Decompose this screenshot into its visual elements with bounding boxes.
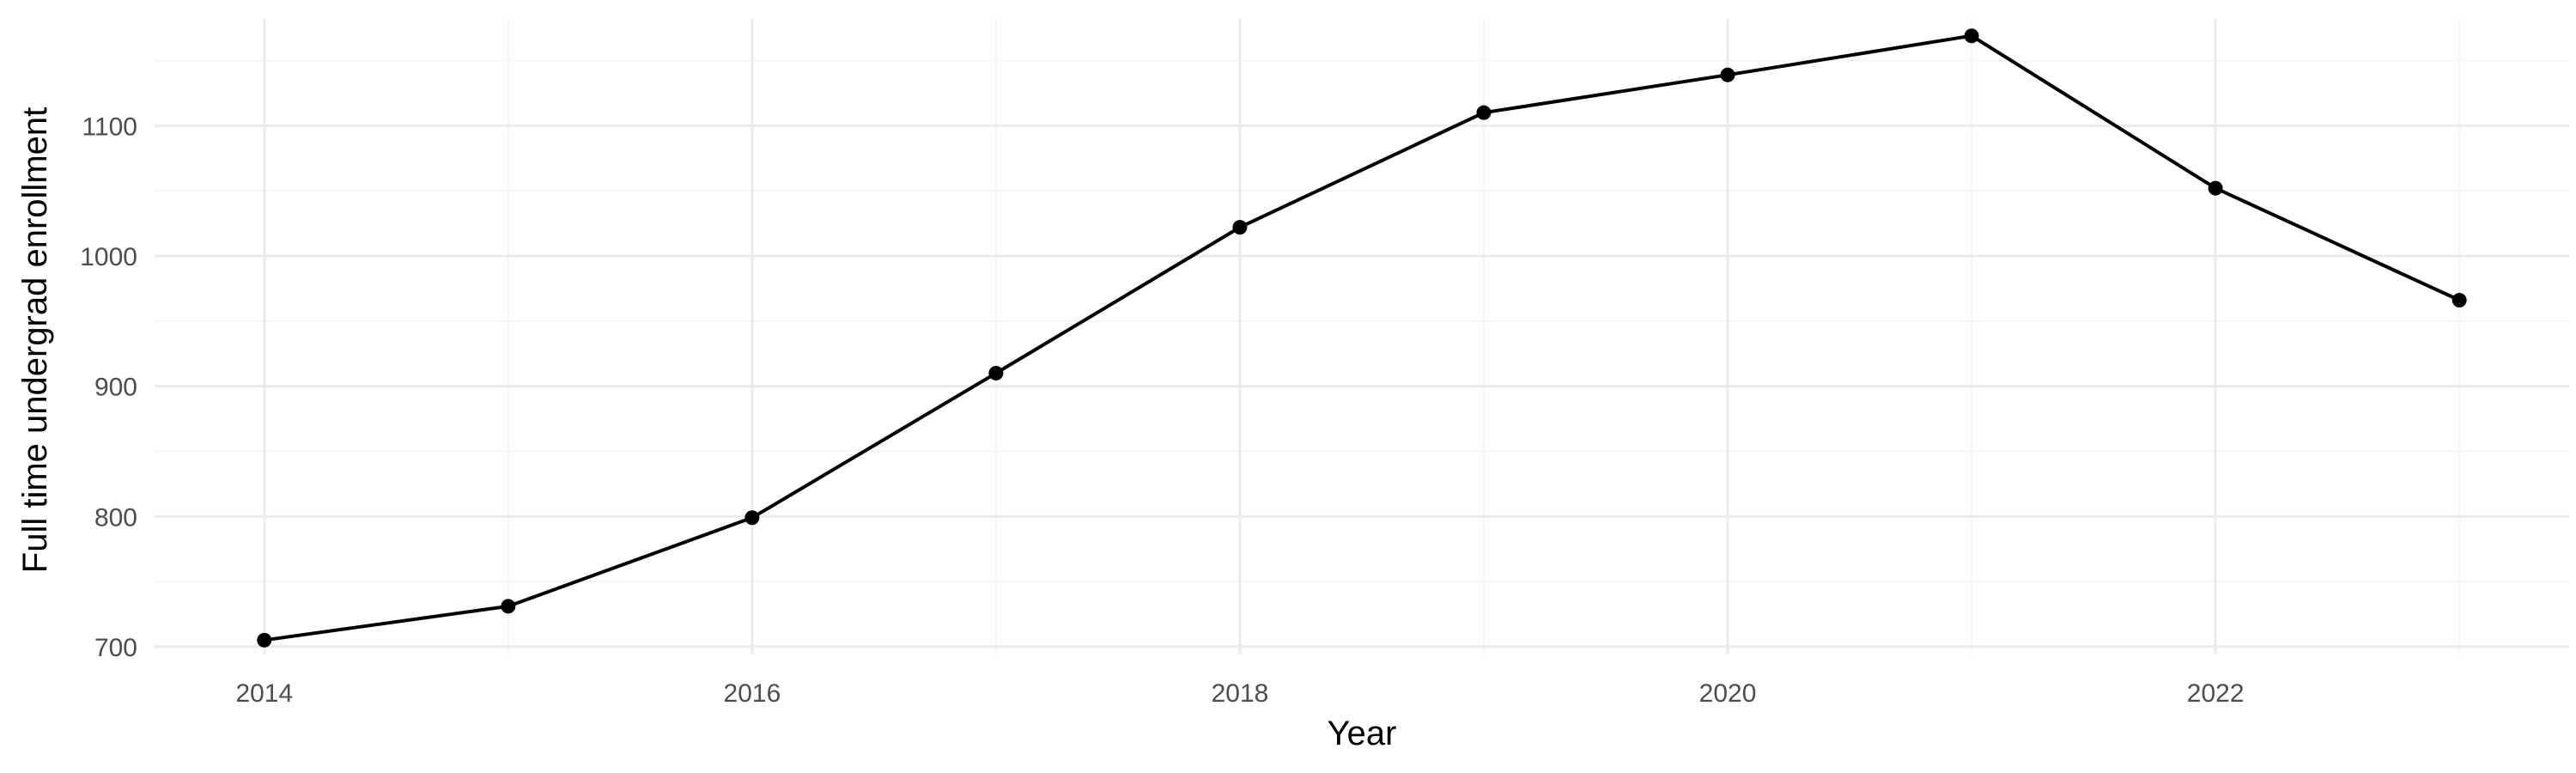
- y-tick-labels: 700 800 900 1000 1100: [80, 113, 137, 662]
- y-tick-label: 1000: [80, 243, 137, 271]
- data-point: [1720, 67, 1735, 82]
- x-tick-labels: 2014 2016 2018 2020 2022: [235, 679, 2244, 708]
- y-tick-label: 1100: [82, 113, 137, 141]
- data-point: [2208, 180, 2223, 196]
- x-tick-label: 2022: [2187, 679, 2245, 708]
- data-point: [1964, 28, 1979, 44]
- y-tick-label: 900: [94, 374, 137, 402]
- data-point: [988, 365, 1004, 380]
- grid-minor: [155, 19, 2569, 654]
- series-line: [264, 33, 2461, 642]
- x-tick-label: 2016: [724, 679, 781, 708]
- y-axis-title: Full time undergrad enrollment: [16, 107, 54, 573]
- data-point: [257, 632, 272, 648]
- data-point: [501, 599, 516, 614]
- grid-major: [155, 19, 2569, 654]
- series-layer: [257, 28, 2467, 648]
- x-tick-label: 2020: [1699, 679, 1757, 708]
- x-axis-title: Year: [1327, 715, 1397, 752]
- data-point: [2451, 293, 2467, 308]
- x-tick-label: 2018: [1212, 679, 1269, 708]
- y-tick-label: 700: [94, 634, 137, 662]
- data-point: [1232, 220, 1248, 235]
- data-point: [1476, 105, 1492, 120]
- data-point: [744, 510, 760, 526]
- y-tick-label: 800: [94, 503, 137, 532]
- x-tick-label: 2014: [235, 679, 293, 708]
